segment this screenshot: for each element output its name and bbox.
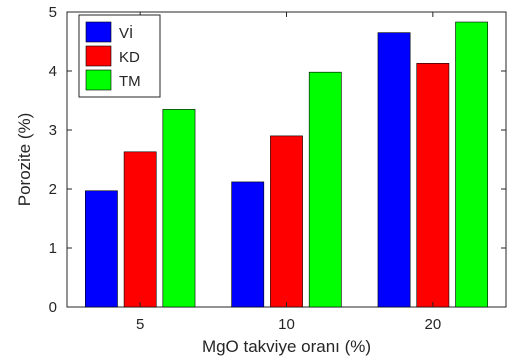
x-tick-label: 10 bbox=[278, 316, 295, 333]
bar-KD-20 bbox=[416, 63, 450, 308]
bar-TM-20 bbox=[455, 21, 489, 308]
y-tick-label: 0 bbox=[49, 299, 57, 316]
x-axis-ticks: 5 10 20 bbox=[136, 12, 441, 333]
legend-label-TM: TM bbox=[119, 73, 141, 90]
bar-TM-5 bbox=[162, 109, 196, 308]
bar-Vİ-10 bbox=[231, 181, 265, 308]
x-tick-label: 20 bbox=[424, 316, 441, 333]
legend-label-Vİ: Vİ bbox=[119, 24, 133, 42]
y-tick-label: 2 bbox=[49, 181, 57, 198]
bars-group bbox=[84, 21, 489, 308]
y-tick-label: 4 bbox=[49, 63, 57, 80]
y-axis-ticks: 0 1 2 3 4 5 bbox=[49, 4, 506, 316]
bar-KD-10 bbox=[270, 135, 303, 308]
bar-KD-5 bbox=[123, 151, 157, 308]
bar-TM-10 bbox=[308, 71, 342, 308]
legend-swatch-KD bbox=[85, 45, 112, 67]
legend-swatch-TM bbox=[85, 69, 112, 91]
legend: Vİ KD TM bbox=[78, 14, 161, 98]
x-axis-label: MgO takviye oranı (%) bbox=[202, 337, 371, 356]
x-tick-label: 5 bbox=[136, 316, 144, 333]
y-axis-label: Porozite (%) bbox=[15, 113, 34, 207]
y-tick-label: 5 bbox=[49, 4, 57, 21]
y-tick-label: 1 bbox=[49, 240, 57, 257]
bar-Vİ-5 bbox=[84, 190, 118, 308]
y-tick-label: 3 bbox=[49, 122, 57, 139]
legend-swatch-Vİ bbox=[85, 21, 112, 43]
bar-Vİ-20 bbox=[377, 32, 411, 308]
legend-label-KD: KD bbox=[119, 49, 140, 66]
